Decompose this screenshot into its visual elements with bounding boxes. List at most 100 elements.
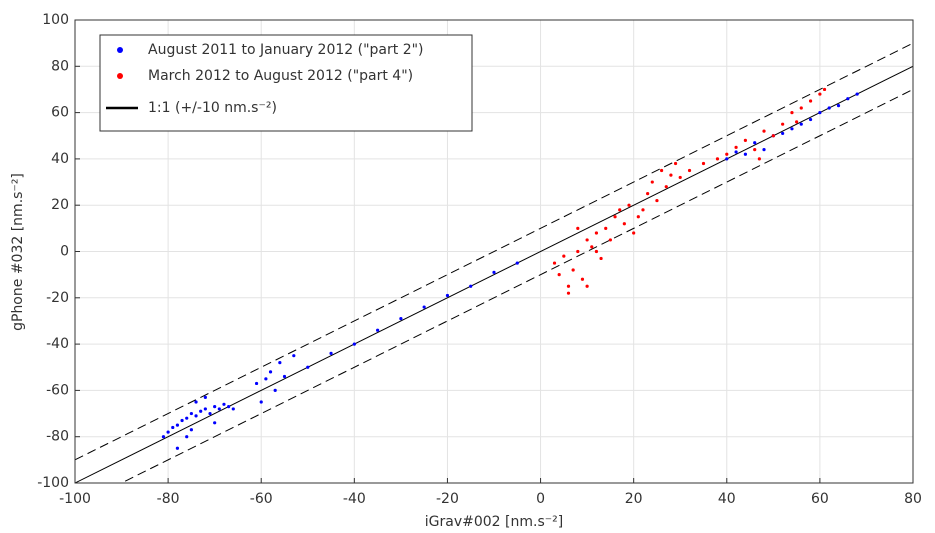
point: [166, 430, 170, 434]
point: [203, 395, 207, 399]
point: [282, 374, 287, 379]
point: [199, 409, 203, 413]
point: [515, 261, 519, 265]
legend-marker: [117, 47, 123, 53]
point: [627, 203, 631, 207]
point: [590, 245, 594, 249]
point: [180, 418, 184, 423]
point: [855, 92, 859, 96]
point: [594, 249, 599, 254]
point: [422, 305, 426, 309]
x-tick-label: 0: [536, 491, 545, 507]
point: [217, 407, 221, 411]
tolerance-line: [120, 89, 913, 483]
point: [799, 122, 803, 126]
point: [808, 117, 813, 122]
point: [636, 215, 640, 219]
point: [743, 152, 748, 156]
point: [846, 97, 850, 101]
point: [781, 122, 785, 126]
point: [618, 208, 622, 212]
x-tick-label: 60: [811, 491, 829, 507]
point: [701, 161, 706, 166]
legend-label: August 2011 to January 2012 ("part 2"): [148, 42, 424, 58]
point: [827, 106, 831, 110]
point: [678, 175, 682, 180]
tolerance-line: [75, 42, 913, 461]
y-tick-label: 40: [51, 151, 69, 167]
point: [254, 381, 259, 386]
point: [734, 150, 738, 154]
point: [292, 354, 296, 358]
point: [762, 148, 766, 152]
point: [213, 405, 217, 409]
point: [175, 423, 180, 427]
point: [687, 168, 692, 173]
y-tick-label: -80: [46, 429, 69, 445]
point: [585, 238, 589, 242]
y-tick-label: 100: [42, 12, 69, 28]
point: [208, 411, 212, 416]
point: [445, 293, 450, 298]
point: [715, 157, 720, 161]
point: [818, 111, 822, 115]
point: [185, 416, 189, 420]
x-tick-label: -40: [343, 491, 366, 507]
point: [185, 435, 189, 439]
y-tick-label: 0: [60, 244, 69, 260]
point: [757, 157, 761, 161]
point: [576, 249, 580, 254]
point: [795, 120, 799, 124]
point: [622, 222, 626, 226]
point: [669, 173, 673, 177]
plot-frame: [74, 19, 914, 484]
x-tick-label: 80: [904, 491, 922, 507]
y-tick-label: 80: [51, 58, 69, 74]
point: [194, 414, 198, 418]
y-tick-label: -20: [46, 290, 69, 306]
x-tick-label: -80: [157, 491, 180, 507]
point: [734, 145, 738, 149]
point: [376, 328, 380, 332]
point: [566, 284, 571, 288]
point: [790, 127, 794, 131]
y-tick-label: -60: [46, 382, 69, 398]
point: [641, 208, 645, 212]
point: [571, 268, 575, 272]
point: [175, 446, 180, 450]
point: [660, 168, 664, 173]
y-tick-label: 60: [51, 105, 69, 121]
point: [808, 99, 813, 103]
point: [399, 317, 403, 321]
point: [753, 141, 757, 145]
point: [762, 129, 766, 133]
point: [799, 106, 803, 110]
x-axis-label: iGrav#002 [nm.s⁻²]: [425, 514, 563, 530]
x-tick-label: -60: [250, 491, 273, 507]
point: [576, 226, 580, 230]
point: [664, 185, 668, 189]
point: [557, 273, 561, 277]
point: [673, 161, 678, 166]
point: [189, 411, 193, 416]
point: [790, 111, 794, 115]
point: [753, 148, 757, 152]
point: [608, 238, 612, 242]
point: [469, 284, 473, 288]
plot: [75, 42, 913, 483]
point: [822, 87, 827, 92]
point: [594, 231, 599, 235]
y-tick-label: -40: [46, 336, 69, 352]
point: [562, 254, 566, 258]
point: [743, 138, 748, 142]
point: [725, 152, 729, 156]
x-tick-label: -20: [436, 491, 459, 507]
point: [189, 428, 193, 432]
x-tick-label: 40: [718, 491, 736, 507]
point: [818, 92, 822, 96]
y-tick-label: -100: [37, 475, 69, 491]
legend-label: March 2012 to August 2012 ("part 4"): [148, 68, 413, 84]
point: [492, 270, 496, 274]
point: [161, 435, 166, 439]
point: [836, 104, 841, 108]
